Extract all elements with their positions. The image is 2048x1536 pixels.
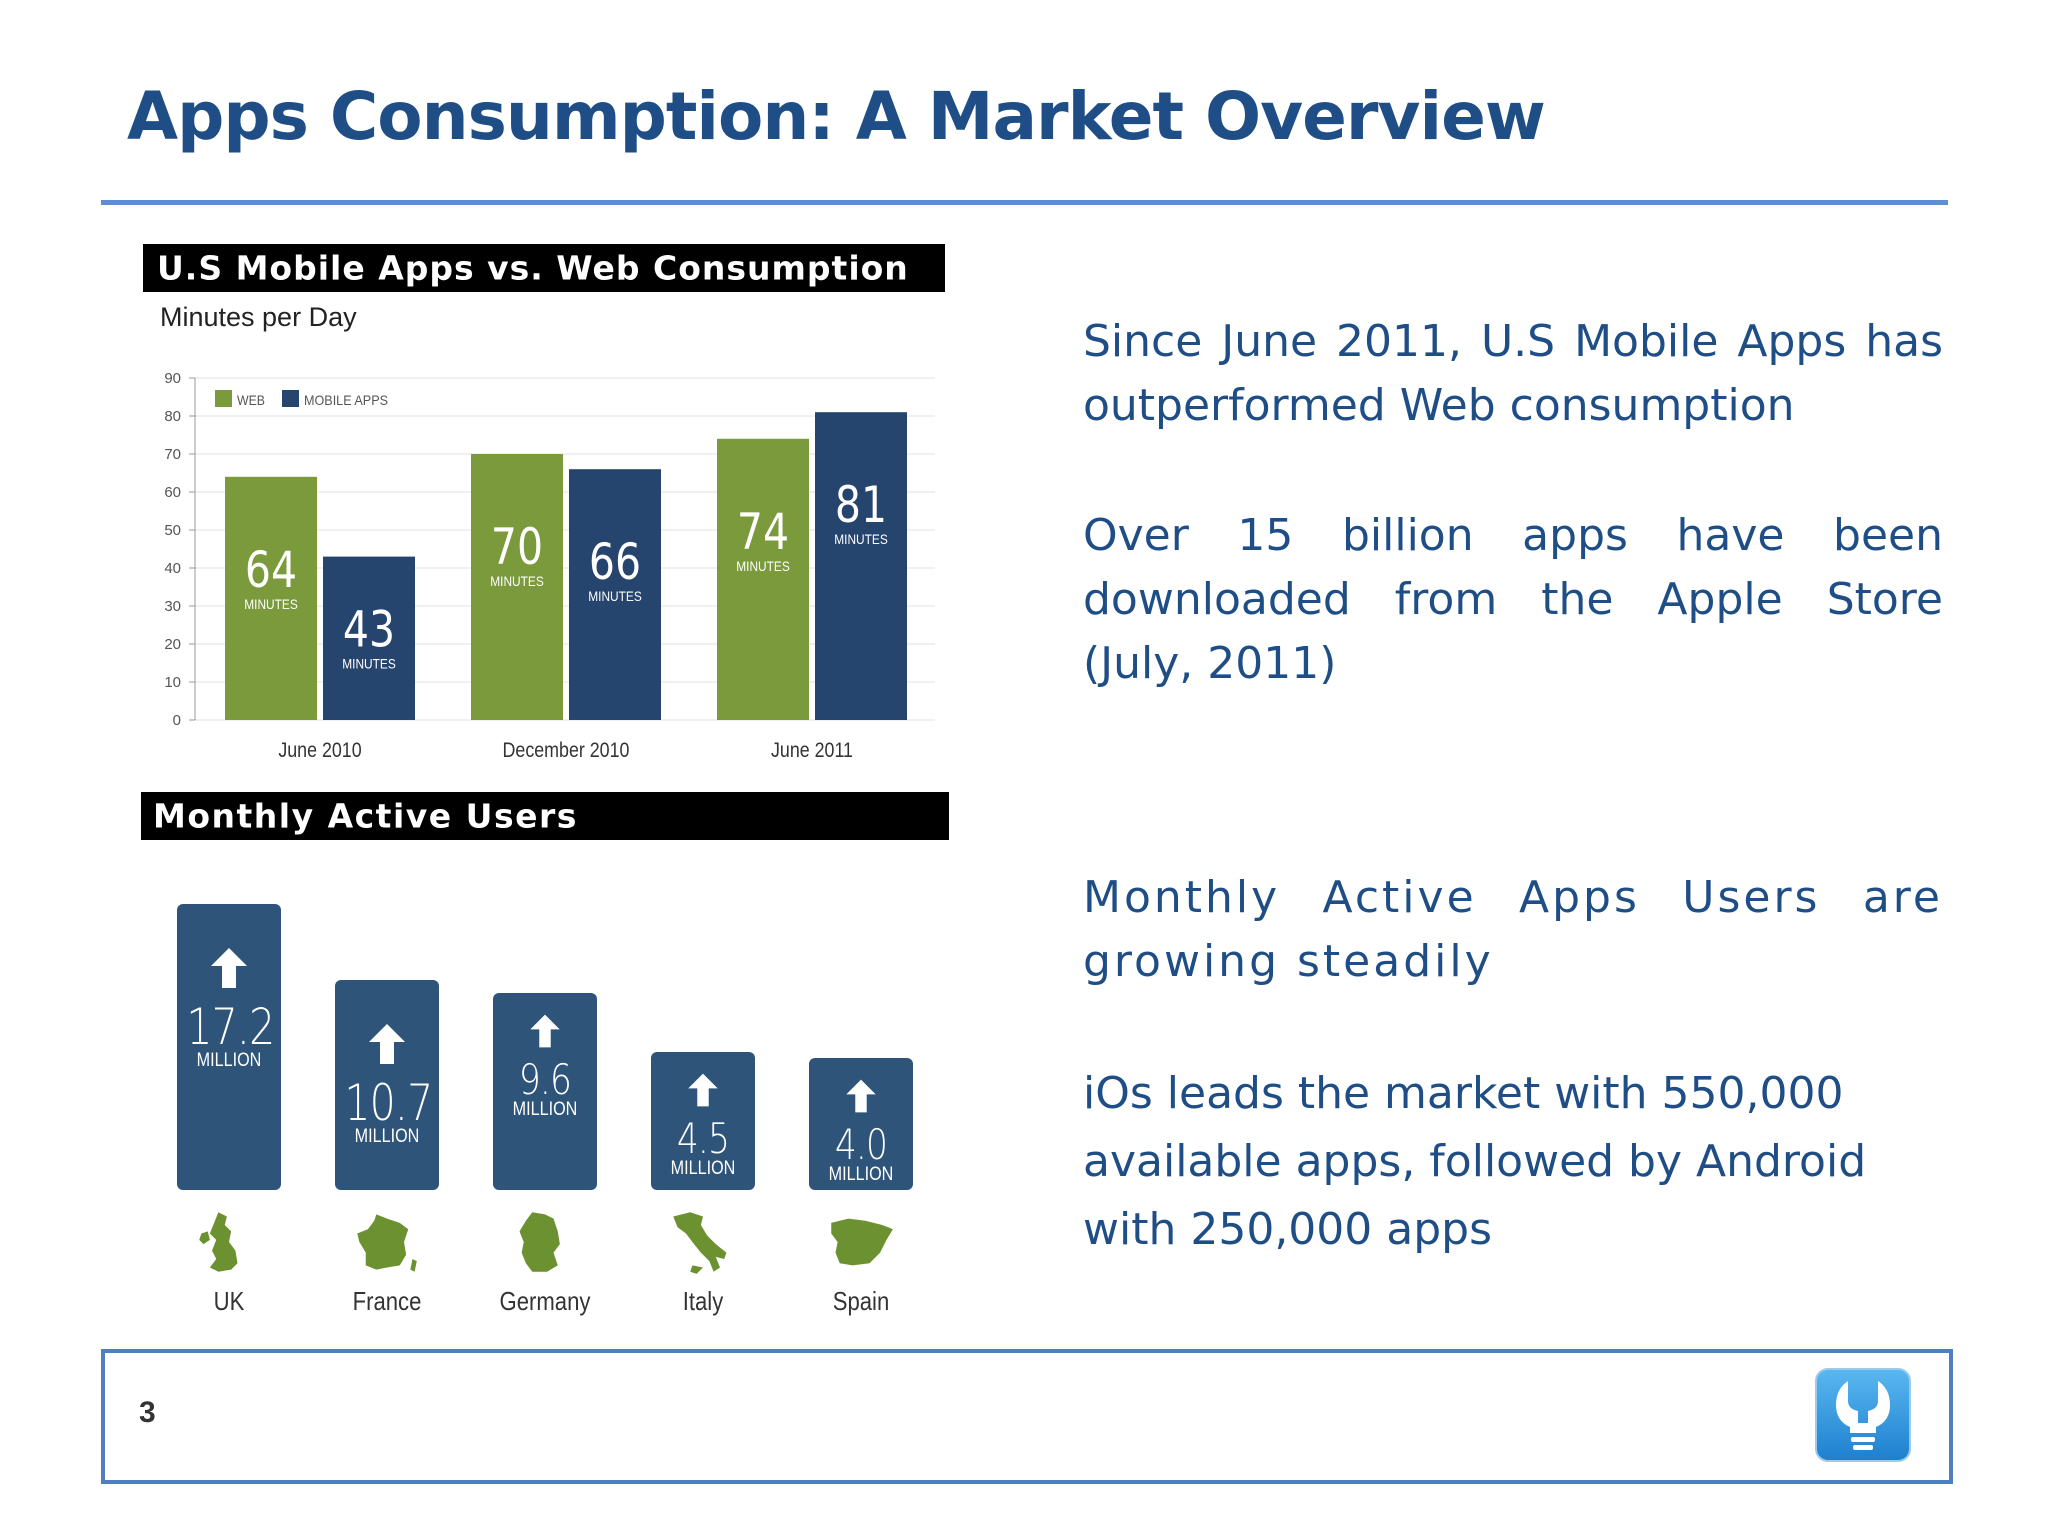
bar-web xyxy=(471,454,563,720)
title-divider xyxy=(101,200,1948,205)
mau-unit-label: MILLION xyxy=(828,1164,894,1185)
x-category-label: June 2010 xyxy=(278,739,361,763)
bar-value-label: 43 xyxy=(343,601,395,659)
mau-value: 4.0 xyxy=(834,1120,888,1169)
y-tick-label: 20 xyxy=(164,636,181,653)
bar-mobile-apps xyxy=(569,469,661,720)
country-label-france: France xyxy=(352,1286,422,1316)
country-label-spain: Spain xyxy=(832,1286,890,1316)
chart1-banner-text: U.S Mobile Apps vs. Web Consumption xyxy=(157,248,909,288)
y-tick-label: 60 xyxy=(164,484,181,501)
country-label-germany: Germany xyxy=(499,1286,591,1316)
y-tick-label: 80 xyxy=(164,408,181,425)
bar-value-label: 66 xyxy=(589,533,641,591)
mau-bar-spain: 4.0 MILLION xyxy=(809,1058,913,1190)
bar-value-label: 81 xyxy=(835,476,887,534)
bar-web xyxy=(717,438,809,720)
country-label-uk: UK xyxy=(213,1286,245,1316)
mau-unit-label: MILLION xyxy=(670,1158,736,1180)
legend-swatch-web xyxy=(215,390,232,407)
legend-label: WEB xyxy=(237,392,265,408)
x-category-label: June 2011 xyxy=(771,739,853,763)
text-monthly-users-growing: Monthly Active Apps Users are growing st… xyxy=(1083,872,1943,987)
up-arrow-icon xyxy=(846,1079,876,1113)
chart1-subtitle: Minutes per Day xyxy=(160,302,357,332)
bar-unit-label: MINUTES xyxy=(834,531,888,547)
footer-bar xyxy=(101,1349,1953,1484)
uk-map-icon xyxy=(199,1212,238,1272)
germany-map-icon xyxy=(519,1212,560,1272)
page-number: 3 xyxy=(139,1396,156,1429)
country-label-italy: Italy xyxy=(682,1286,724,1316)
bar-value-label: 70 xyxy=(491,518,543,576)
bar-web xyxy=(225,476,317,720)
slide-title: Apps Consumption: A Market Overview xyxy=(127,78,1546,155)
lightbulb-wrench-icon xyxy=(1815,1368,1911,1462)
chart2-banner-text: Monthly Active Users xyxy=(153,796,578,836)
mau-bar-italy: 4.5 MILLION xyxy=(651,1052,755,1190)
mau-value: 17.2 xyxy=(186,998,275,1056)
text-15-billion-downloads: Over 15 billion apps have been downloade… xyxy=(1083,510,1943,689)
legend-label: MOBILE APPS xyxy=(304,392,388,408)
mau-unit-label: MILLION xyxy=(512,1098,578,1120)
y-tick-label: 10 xyxy=(164,674,181,691)
mau-value: 9.6 xyxy=(518,1054,572,1104)
y-tick-label: 50 xyxy=(164,522,181,539)
bar-value-label: 74 xyxy=(737,503,789,561)
up-arrow-icon xyxy=(530,1014,560,1048)
up-arrow-icon xyxy=(369,1023,405,1064)
y-tick-label: 40 xyxy=(164,560,181,577)
y-tick-label: 90 xyxy=(164,370,181,387)
mau-unit-label: MILLION xyxy=(196,1050,262,1071)
bar-unit-label: MINUTES xyxy=(244,596,298,612)
bar-mobile-apps xyxy=(815,412,907,720)
up-arrow-icon xyxy=(688,1073,718,1107)
legend-swatch-mobile-apps xyxy=(282,390,299,407)
y-tick-label: 30 xyxy=(164,598,181,615)
mau-bar-uk: 17.2 MILLION xyxy=(177,904,281,1190)
spain-map-icon xyxy=(831,1218,893,1266)
x-category-label: December 2010 xyxy=(503,739,630,763)
bar-unit-label: MINUTES xyxy=(342,656,396,672)
bar-mobile-apps xyxy=(323,556,415,720)
y-tick-label: 70 xyxy=(164,446,181,463)
bar-unit-label: MINUTES xyxy=(588,588,642,604)
text-apps-outperform: Since June 2011, U.S Mobile Apps has out… xyxy=(1083,316,1943,431)
bar-unit-label: MINUTES xyxy=(490,573,544,589)
france-map-icon xyxy=(357,1214,417,1272)
mau-bar-france: 10.7 MILLION xyxy=(335,979,439,1190)
text-ios-leads-market: iOs leads the market with 550,000 availa… xyxy=(1083,1068,1867,1255)
mau-bar-germany: 9.6 MILLION xyxy=(493,992,597,1190)
bar-unit-label: MINUTES xyxy=(736,558,790,574)
chart1-banner: U.S Mobile Apps vs. Web Consumption xyxy=(143,244,945,292)
mau-unit-label: MILLION xyxy=(354,1125,420,1147)
mau-value: 4.5 xyxy=(676,1114,730,1164)
up-arrow-icon xyxy=(211,948,247,988)
bar-value-label: 64 xyxy=(245,541,297,599)
y-tick-label: 0 xyxy=(173,712,181,729)
chart2-banner: Monthly Active Users xyxy=(141,792,949,840)
italy-map-icon xyxy=(673,1212,727,1274)
mau-value: 10.7 xyxy=(344,1073,433,1132)
